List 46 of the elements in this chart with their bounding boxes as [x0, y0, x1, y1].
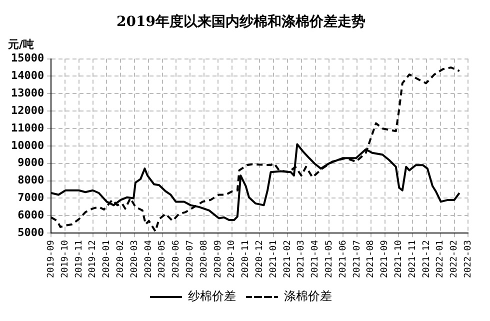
x-tick-label: 2020-11: [241, 240, 252, 278]
x-tick-label: 2021-12: [422, 240, 432, 278]
x-tick-label: 2021-03: [296, 240, 307, 278]
x-tick-label: 2021-10: [394, 240, 404, 278]
x-tick-label: 2019-09: [46, 240, 56, 278]
x-tick-label: 2020-07: [185, 240, 196, 278]
x-tick-label: 2020-12: [255, 240, 265, 278]
x-tick-label: 2022-01: [436, 240, 446, 278]
x-tick-label: 2021-11: [408, 240, 418, 278]
x-tick-label: 2020-08: [199, 240, 210, 278]
x-tick-label: 2019-10: [60, 240, 70, 278]
x-tick-label: 2020-03: [130, 240, 140, 278]
x-tick-label: 2021-07: [352, 240, 362, 278]
x-tick-label: 2020-09: [213, 240, 224, 278]
y-tick-label: 8000: [18, 174, 44, 187]
x-tick-label: 2020-02: [116, 240, 126, 278]
y-tick-label: 9000: [18, 156, 44, 170]
y-axis-title: 元/吨: [7, 38, 34, 52]
legend-label: 纱棉价差: [188, 289, 236, 304]
x-tick-label: 2020-04: [144, 240, 154, 278]
legend-label: 涤棉价差: [284, 289, 332, 304]
x-tick-label: 2021-05: [324, 240, 335, 278]
y-tick-label: 10000: [10, 138, 44, 152]
x-tick-label: 2021-09: [380, 240, 390, 278]
y-tick-label: 6000: [18, 208, 44, 222]
x-tick-label: 2019-12: [88, 240, 98, 278]
x-tick-label: 2022-03: [464, 240, 474, 278]
x-tick-label: 2021-04: [310, 240, 321, 278]
x-tick-label: 2020-01: [102, 240, 112, 278]
x-tick-label: 2022-02: [450, 240, 460, 278]
x-tick-label: 2020-05: [158, 240, 168, 278]
y-tick-label: 14000: [10, 69, 44, 82]
x-tick-label: 2021-06: [338, 240, 348, 278]
x-tick-label: 2021-01: [268, 240, 279, 278]
x-tick-label: 2020-06: [172, 240, 182, 278]
x-tick-label: 2019-11: [74, 240, 84, 278]
chart-title: 2019年度以来国内纱棉和涤棉价差走势: [116, 13, 366, 30]
y-tick-label: 12000: [10, 104, 44, 117]
y-tick-label: 5000: [18, 226, 44, 239]
y-tick-label: 15000: [10, 52, 44, 65]
y-tick-label: 11000: [10, 121, 44, 134]
x-tick-label: 2021-02: [282, 240, 293, 278]
x-tick-label: 2020-10: [227, 240, 238, 278]
y-tick-label: 7000: [18, 191, 44, 204]
x-tick-label: 2021-08: [366, 240, 376, 278]
y-tick-label: 13000: [10, 86, 44, 100]
